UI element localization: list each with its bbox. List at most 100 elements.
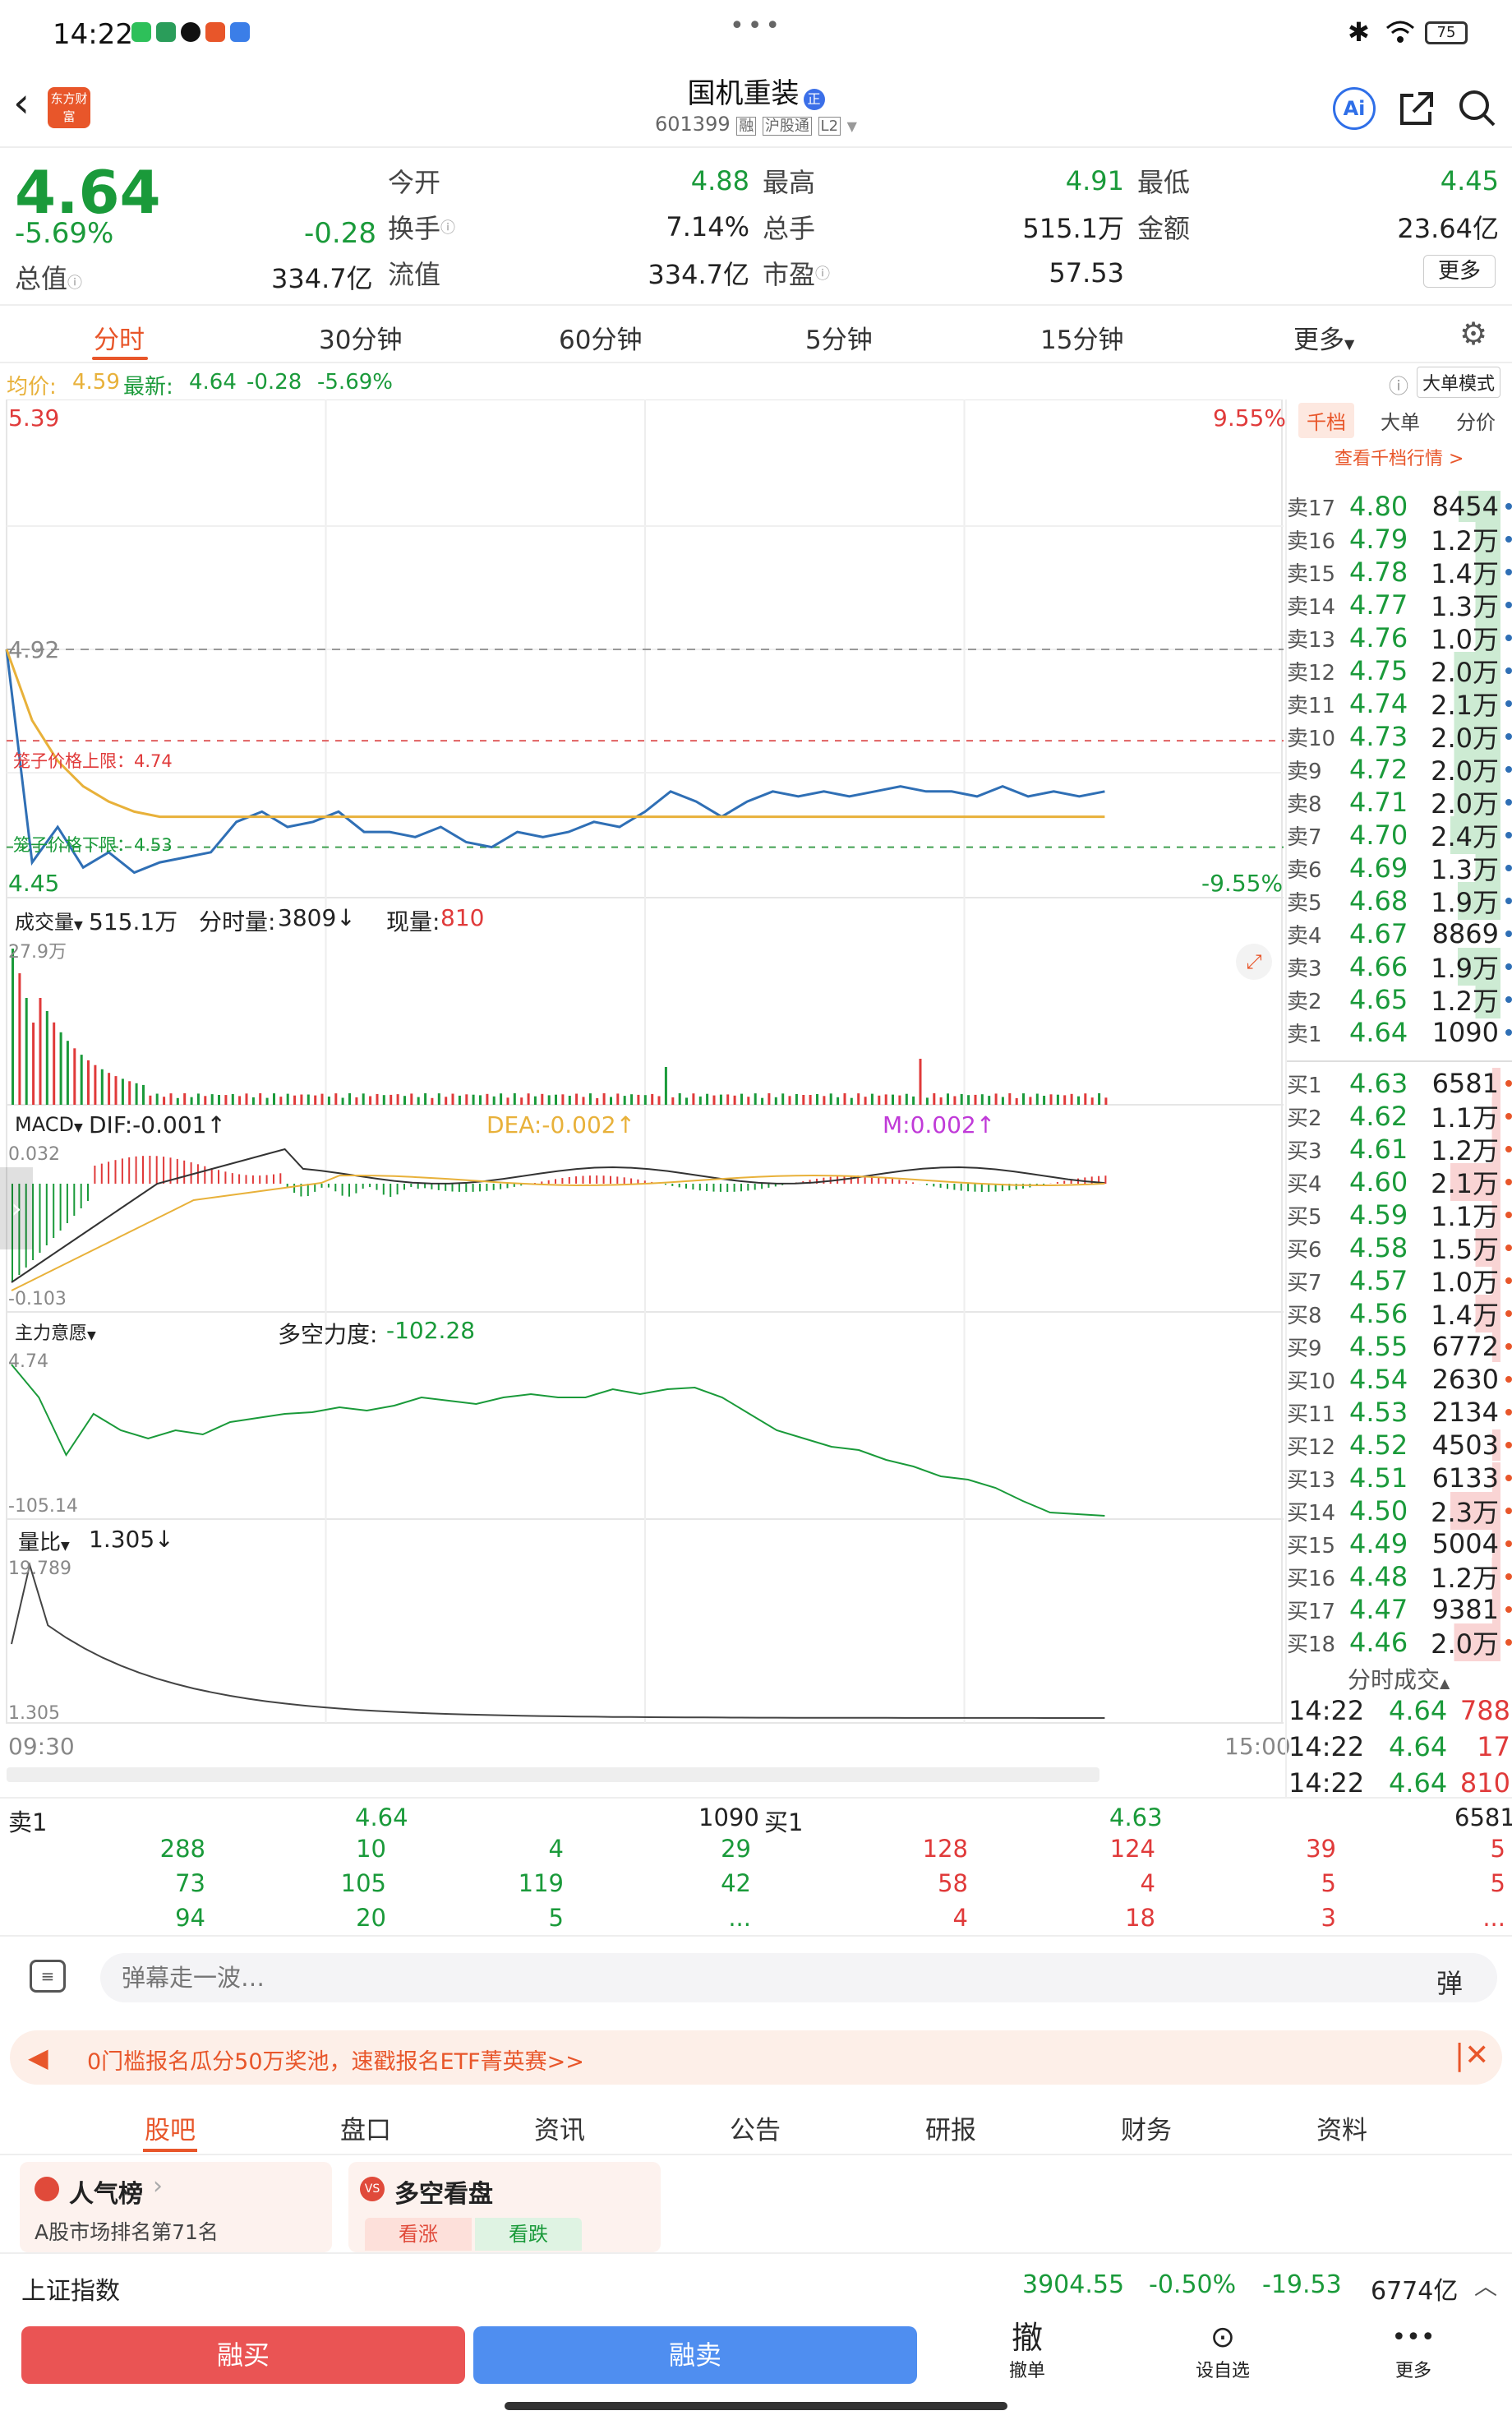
- close-icon[interactable]: |✕: [1454, 2039, 1490, 2072]
- ob-sell-row[interactable]: 卖14 4.77 1.3万: [1287, 586, 1512, 624]
- tab-finance[interactable]: 财务: [1121, 2116, 1172, 2145]
- tab-guba[interactable]: 股吧: [145, 2116, 196, 2145]
- tab-fenshi[interactable]: 分时: [94, 326, 145, 355]
- ob-buy-row[interactable]: 买16 4.48 1.2万: [1287, 1558, 1512, 1596]
- main-force-select[interactable]: 主力意愿▼: [15, 1323, 96, 1344]
- danmu-input[interactable]: [100, 1953, 1497, 2002]
- tab-5min[interactable]: 5分钟: [805, 326, 873, 355]
- macd-bar: [768, 1184, 770, 1188]
- ob-buy-row[interactable]: 买4 4.60 2.1万: [1287, 1163, 1512, 1201]
- bull-bear-card[interactable]: VS 多空看盘 看涨 看跌: [348, 2162, 661, 2252]
- ob-volume: 8869: [1431, 918, 1499, 949]
- tab-more[interactable]: 更多▼: [1293, 326, 1355, 355]
- ob-buy-row[interactable]: 买18 4.46 2.0万: [1287, 1623, 1512, 1661]
- margin-buy-button[interactable]: 融买: [21, 2326, 465, 2384]
- ob-sell-row[interactable]: 卖6 4.69 1.3万: [1287, 849, 1512, 887]
- ob-sell-row[interactable]: 卖11 4.74 2.1万: [1287, 685, 1512, 723]
- ob-tab-price-split[interactable]: 分价: [1456, 411, 1496, 434]
- popularity-card[interactable]: 人气榜 › A股市场排名第71名: [20, 2162, 332, 2252]
- ob-buy-row[interactable]: 买15 4.49 5004: [1287, 1527, 1512, 1560]
- danmu-settings-icon[interactable]: ≡: [30, 1960, 66, 1993]
- tab-30min[interactable]: 30分钟: [319, 326, 403, 355]
- app-logo[interactable]: 东方财富: [48, 87, 90, 128]
- bull-button[interactable]: 看涨: [365, 2218, 472, 2251]
- ob-sell-row[interactable]: 卖13 4.76 1.0万: [1287, 619, 1512, 657]
- tab-60min[interactable]: 60分钟: [559, 326, 643, 355]
- ob-buy-row[interactable]: 买17 4.47 9381: [1287, 1593, 1512, 1626]
- ai-icon[interactable]: Ai: [1333, 87, 1376, 130]
- ob-sell-row[interactable]: 卖5 4.68 1.9万: [1287, 882, 1512, 920]
- chart-scrollbar[interactable]: [7, 1767, 1099, 1782]
- ob-sell-row[interactable]: 卖7 4.70 2.4万: [1287, 816, 1512, 854]
- ob-sell-row[interactable]: 卖15 4.78 1.4万: [1287, 553, 1512, 591]
- help-icon[interactable]: ⓘ: [1389, 375, 1408, 398]
- ob-tab-big-order[interactable]: 大单: [1381, 411, 1420, 434]
- cancel-order-button[interactable]: 撤 撤单: [994, 2320, 1060, 2382]
- stat-float-value: 流值 334.7亿: [388, 259, 749, 290]
- ob-sell-row[interactable]: 卖16 4.79 1.2万: [1287, 520, 1512, 558]
- ob-buy-row[interactable]: 买13 4.51 6133: [1287, 1462, 1512, 1494]
- ob-sell-row[interactable]: 卖12 4.75 2.0万: [1287, 652, 1512, 690]
- side-expand-arrow-icon[interactable]: ›: [0, 1167, 33, 1249]
- volume-bar: [671, 1097, 675, 1105]
- dropdown-icon[interactable]: ▼: [846, 118, 857, 134]
- big-order-mode-button[interactable]: 大单模式: [1417, 367, 1501, 398]
- ob-tab-qiandang[interactable]: 千档: [1298, 403, 1354, 438]
- ob-buy-row[interactable]: 买12 4.52 4503: [1287, 1429, 1512, 1462]
- ob-sell-row[interactable]: 卖3 4.66 1.9万: [1287, 948, 1512, 986]
- bear-button[interactable]: 看跌: [475, 2218, 582, 2251]
- promo-banner[interactable]: ◀ 0门槛报名瓜分50万奖池，速戳报名ETF菁英赛>> |✕: [10, 2030, 1502, 2085]
- ob-buy-row[interactable]: 买6 4.58 1.5万: [1287, 1229, 1512, 1267]
- stock-title-area[interactable]: 国机重装 正 601399 融 沪股通 L2 ▼: [509, 71, 1003, 136]
- ob-sell-row[interactable]: 卖17 4.80 8454: [1287, 490, 1512, 523]
- macd-bar: [712, 1184, 715, 1192]
- volume-bar: [149, 1095, 152, 1105]
- tab-15min[interactable]: 15分钟: [1040, 326, 1124, 355]
- ob-buy-row[interactable]: 买8 4.56 1.4万: [1287, 1295, 1512, 1332]
- more-button[interactable]: 更多: [1423, 255, 1496, 288]
- ob-buy-row[interactable]: 买1 4.63 6581: [1287, 1067, 1512, 1100]
- info-icon[interactable]: ⓘ: [67, 275, 83, 292]
- ob-sell-row[interactable]: 卖2 4.65 1.2万: [1287, 981, 1512, 1018]
- ob-volume: 1.4万: [1429, 553, 1500, 591]
- search-icon[interactable]: [1456, 87, 1497, 128]
- volume-bar: [733, 1095, 736, 1105]
- expand-icon[interactable]: ⤢: [1236, 944, 1272, 980]
- intraday-chart[interactable]: [0, 399, 1284, 1797]
- tab-news[interactable]: 资讯: [534, 2116, 585, 2145]
- ob-buy-row[interactable]: 买7 4.57 1.0万: [1287, 1262, 1512, 1300]
- ob-sell-row[interactable]: 卖4 4.67 8869: [1287, 917, 1512, 950]
- ob-buy-row[interactable]: 买11 4.53 2134: [1287, 1396, 1512, 1429]
- ob-sell-row[interactable]: 卖8 4.71 2.0万: [1287, 783, 1512, 821]
- tab-profile[interactable]: 资料: [1316, 2116, 1367, 2145]
- ob-sell-row[interactable]: 卖10 4.73 2.0万: [1287, 718, 1512, 755]
- add-watchlist-button[interactable]: ⊙ 设自选: [1183, 2320, 1262, 2382]
- tab-research[interactable]: 研报: [925, 2116, 976, 2145]
- share-icon[interactable]: [1397, 89, 1436, 128]
- danmu-toggle-button[interactable]: 弹: [1436, 1968, 1464, 1999]
- trades-title[interactable]: 分时成交▲: [1348, 1666, 1450, 1693]
- more-actions-button[interactable]: ••• 更多: [1381, 2320, 1446, 2382]
- queue-sell-cell: 5: [548, 1904, 564, 1932]
- ob-buy-row[interactable]: 买5 4.59 1.1万: [1287, 1196, 1512, 1234]
- ob-link-qiandang[interactable]: 查看千档行情 >: [1335, 449, 1464, 469]
- volume-ratio-select[interactable]: 量比▼: [18, 1531, 70, 1555]
- ob-buy-row[interactable]: 买14 4.50 2.3万: [1287, 1492, 1512, 1530]
- ob-buy-row[interactable]: 买10 4.54 2630: [1287, 1363, 1512, 1396]
- back-icon[interactable]: ‹: [13, 79, 30, 127]
- index-bar[interactable]: 上证指数 3904.55 -0.50% -19.53 6774亿 ︿: [0, 2252, 1512, 2315]
- chevron-up-icon[interactable]: ︿: [1474, 2273, 1498, 2300]
- tab-announcements[interactable]: 公告: [730, 2116, 781, 2145]
- volume-bar: [588, 1093, 592, 1105]
- settings-gear-icon[interactable]: ⚙: [1459, 316, 1488, 352]
- macd-indicator-select[interactable]: MACD▼: [15, 1113, 83, 1136]
- volume-indicator-select[interactable]: 成交量▼: [15, 911, 83, 934]
- ob-sell-row[interactable]: 卖1 4.64 1090: [1287, 1016, 1512, 1049]
- tab-pankou[interactable]: 盘口: [340, 2116, 391, 2145]
- ob-sell-row[interactable]: 卖9 4.72 2.0万: [1287, 750, 1512, 788]
- margin-sell-button[interactable]: 融卖: [473, 2326, 917, 2384]
- volume-bar: [1063, 1095, 1067, 1105]
- ob-buy-row[interactable]: 买9 4.55 6772: [1287, 1330, 1512, 1363]
- ob-buy-row[interactable]: 买2 4.62 1.1万: [1287, 1097, 1512, 1135]
- ob-buy-row[interactable]: 买3 4.61 1.2万: [1287, 1130, 1512, 1168]
